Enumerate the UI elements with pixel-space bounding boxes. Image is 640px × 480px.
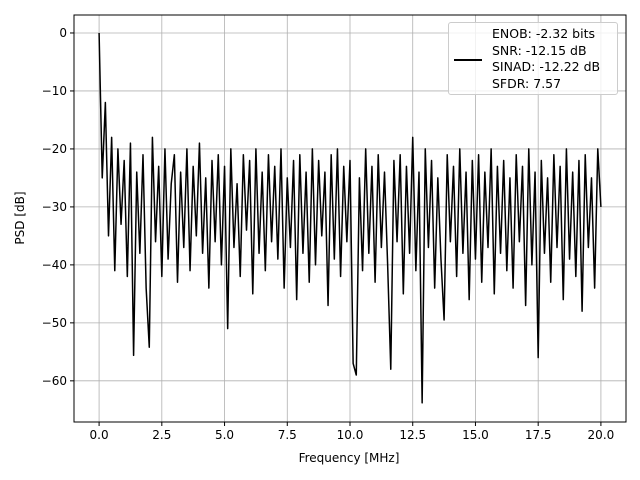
- x-tick-label: 5.0: [215, 428, 234, 442]
- y-tick-label: −30: [42, 200, 67, 214]
- x-tick-label: 0.0: [90, 428, 109, 442]
- legend: ENOB: -2.32 bits SNR: -12.15 dB SINAD: -…: [448, 22, 618, 95]
- legend-line: [454, 59, 482, 61]
- y-axis-label: PSD [dB]: [13, 191, 27, 244]
- x-tick-label: 10.0: [337, 428, 364, 442]
- y-tick-label: −50: [42, 316, 67, 330]
- x-tick-label: 17.5: [525, 428, 552, 442]
- y-tick-label: −60: [42, 374, 67, 388]
- data-line: [98, 32, 602, 404]
- y-tick-label: −40: [42, 258, 67, 272]
- y-tick-label: −20: [42, 142, 67, 156]
- x-tick-label: 7.5: [278, 428, 297, 442]
- x-tick-label: 15.0: [462, 428, 489, 442]
- x-tick-label: 12.5: [399, 428, 426, 442]
- legend-label: ENOB: -2.32 bits SNR: -12.15 dB SINAD: -…: [492, 26, 601, 91]
- y-tick-label: 0: [59, 26, 67, 40]
- plot-frame: [73, 14, 627, 423]
- x-tick-label: 20.0: [588, 428, 615, 442]
- x-axis-label: Frequency [MHz]: [299, 451, 400, 465]
- x-tick-label: 2.5: [152, 428, 171, 442]
- y-tick-label: −10: [42, 84, 67, 98]
